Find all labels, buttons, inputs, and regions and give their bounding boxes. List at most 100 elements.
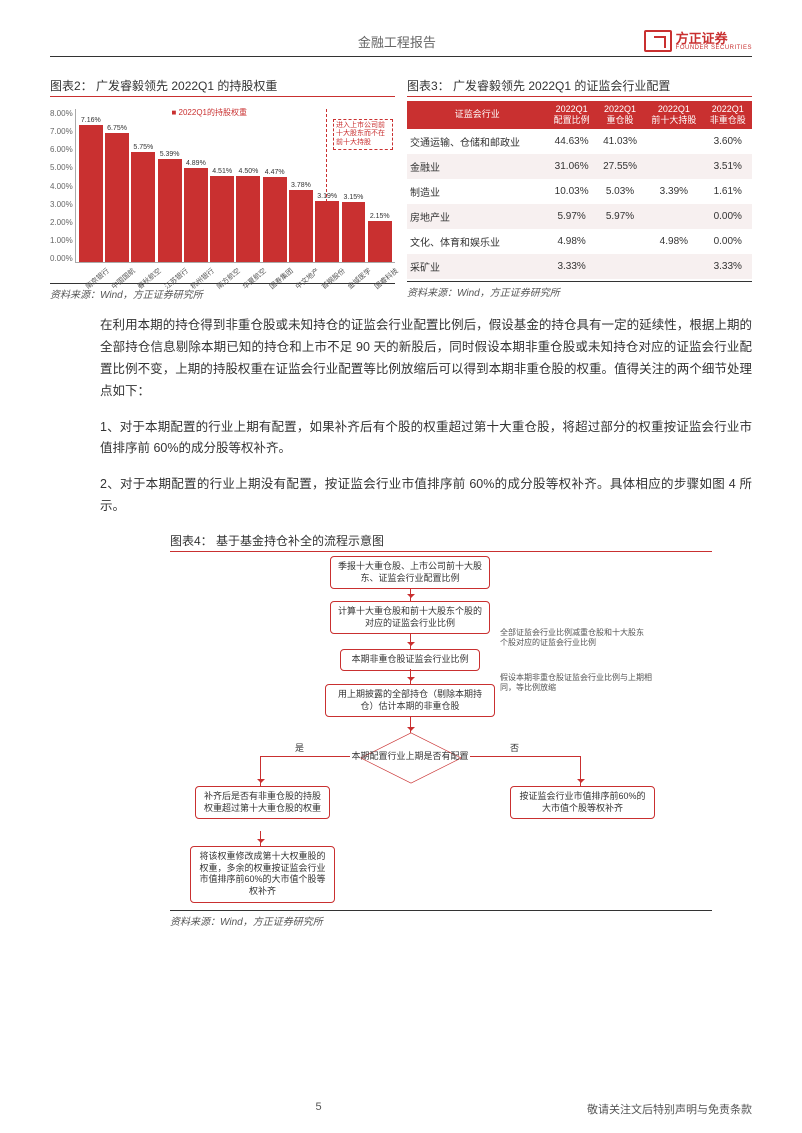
bar <box>368 221 392 262</box>
ytick-label: 3.00% <box>50 200 73 209</box>
table-cell: 3.60% <box>704 129 752 154</box>
fc-arrow <box>410 669 411 684</box>
table-cell: 金融业 <box>407 154 547 179</box>
bar <box>158 159 182 262</box>
logo-cn: 方正证券 <box>676 32 752 45</box>
ytick-label: 8.00% <box>50 109 73 118</box>
table-cell: 0.00% <box>704 229 752 254</box>
fc-arrow <box>260 831 261 846</box>
table-cell: 5.03% <box>596 179 644 204</box>
ytick-label: 4.00% <box>50 182 73 191</box>
bar <box>131 152 155 262</box>
fc-box-r: 按证监会行业市值排序前60%的大市值个股等权补齐 <box>510 786 655 819</box>
bar-group: 3.19%首钢股份 <box>315 109 339 262</box>
table-row: 文化、体育和娱乐业4.98%4.98%0.00% <box>407 229 752 254</box>
fc-box-3: 本期非重仓股证监会行业比例 <box>340 649 480 671</box>
bar-group: 6.75%中国国航 <box>105 109 129 262</box>
bar-group: 4.50%华夏航空 <box>236 109 260 262</box>
fc-box-l1: 补齐后是否有非重仓股的持股权重超过第十大重仓股的权重 <box>195 786 330 819</box>
table-row: 房地产业5.97%5.97%0.00% <box>407 204 752 229</box>
table-cell <box>596 229 644 254</box>
bar-value: 3.15% <box>344 194 364 201</box>
fc-no-label: 否 <box>510 741 519 754</box>
fig3-table: 证监会行业2022Q1配置比例2022Q1重仓股2022Q1前十大持股2022Q… <box>407 101 752 279</box>
bar <box>315 201 339 262</box>
table-header: 2022Q1配置比例 <box>547 101 595 129</box>
table-cell: 41.03% <box>596 129 644 154</box>
bar-value: 5.39% <box>160 151 180 158</box>
ytick-label: 2.00% <box>50 218 73 227</box>
table-cell <box>644 204 703 229</box>
bar-group: 2.15%国睿科技 <box>368 109 392 262</box>
bar-value: 4.50% <box>238 168 258 175</box>
fc-arrow <box>260 756 261 786</box>
table-cell: 3.39% <box>644 179 703 204</box>
table-cell: 3.51% <box>704 154 752 179</box>
bar <box>236 176 260 262</box>
table-row: 交通运输、仓储和邮政业44.63%41.03%3.60% <box>407 129 752 154</box>
bar-value: 7.16% <box>81 117 101 124</box>
table-cell: 房地产业 <box>407 204 547 229</box>
table-cell <box>644 254 703 279</box>
bar-group: 4.47%国寿集团 <box>263 109 287 262</box>
figure-2: 图表2： 广发睿毅领先 2022Q1 的持股权重 8.00% 7.00% 6.00%… <box>50 77 395 301</box>
table-cell: 44.63% <box>547 129 595 154</box>
figure-4: 图表4： 基于基金持仓补全的流程示意图 季报十大重仓股、上市公司前十大股东、证监… <box>50 532 752 928</box>
table-row: 金融业31.06%27.55%3.51% <box>407 154 752 179</box>
bar-group: 3.78%中文地产 <box>289 109 313 262</box>
page-footer: 5 敬请关注文后特别声明与免责条款 <box>50 1101 752 1117</box>
fc-box-l2: 将该权重修改成第十大权重股的权重，多余的权重按证监会行业市值排序前60%的大市值… <box>190 846 335 903</box>
fig4-title: 图表4： 基于基金持仓补全的流程示意图 <box>170 532 712 552</box>
ytick-label: 7.00% <box>50 127 73 136</box>
table-row: 采矿业3.33%3.33% <box>407 254 752 279</box>
bar <box>210 176 234 262</box>
disclaimer: 敬请关注文后特别声明与免责条款 <box>587 1101 752 1117</box>
bar-group: 3.15%金域医学 <box>342 109 366 262</box>
table-cell: 4.98% <box>644 229 703 254</box>
logo-icon <box>644 30 672 52</box>
bar-value: 3.19% <box>317 193 337 200</box>
page-header: 金融工程报告 方正证券 FOUNDER SECURITIES <box>50 30 752 57</box>
fc-desc-2: 全部证监会行业比例减重仓股和十大股东个股对应的证监会行业比例 <box>500 628 650 647</box>
table-cell: 5.97% <box>596 204 644 229</box>
table-cell: 制造业 <box>407 179 547 204</box>
bar-group: 7.16%南京银行 <box>79 109 103 262</box>
fig4-flowchart: 季报十大重仓股、上市公司前十大股东、证监会行业配置比例 计算十大重仓股和前十大股… <box>50 556 752 906</box>
table-cell: 4.98% <box>547 229 595 254</box>
bar-value: 6.75% <box>107 125 127 132</box>
table-cell <box>596 254 644 279</box>
figure-3: 图表3： 广发睿毅领先 2022Q1 的证监会行业配置 证监会行业2022Q1配… <box>407 77 752 301</box>
fc-arrow <box>580 756 581 786</box>
fc-diamond: 本期配置行业上期是否有配置 <box>340 734 480 779</box>
fc-harrow <box>260 756 350 757</box>
bar <box>184 168 208 262</box>
fig2-chart: 8.00% 7.00% 6.00% 5.00% 4.00% 3.00% 2.00% 1.00%… <box>50 101 395 281</box>
fc-box-4: 用上期披露的全部持仓（剔除本期持仓）估计本期的非重仓股 <box>325 684 495 717</box>
table-cell: 采矿业 <box>407 254 547 279</box>
table-cell: 31.06% <box>547 154 595 179</box>
ytick-label: 0.00% <box>50 254 73 263</box>
bar-value: 5.75% <box>133 144 153 151</box>
ytick-label: 6.00% <box>50 145 73 154</box>
logo-en: FOUNDER SECURITIES <box>676 45 752 51</box>
bar <box>105 133 129 262</box>
ytick-label: 5.00% <box>50 163 73 172</box>
table-cell: 文化、体育和娱乐业 <box>407 229 547 254</box>
bar-value: 4.47% <box>265 169 285 176</box>
table-cell: 3.33% <box>547 254 595 279</box>
body-paragraph-2: 1、对于本期配置的行业上期有配置，如果补齐后有个股的权重超过第十大重仓股，将超过… <box>100 417 752 461</box>
table-cell: 0.00% <box>704 204 752 229</box>
table-cell <box>644 129 703 154</box>
bar <box>79 125 103 262</box>
fig2-title: 图表2： 广发睿毅领先 2022Q1 的持股权重 <box>50 77 395 97</box>
ytick-label: 1.00% <box>50 236 73 245</box>
table-header: 2022Q1非重仓股 <box>704 101 752 129</box>
table-header: 2022Q1重仓股 <box>596 101 644 129</box>
bar-group: 4.89%杭州银行 <box>184 109 208 262</box>
body-paragraph-3: 2、对于本期配置的行业上期没有配置，按证监会行业市值排序前 60%的成分股等权补… <box>100 474 752 518</box>
body-paragraph-1: 在利用本期的持仓得到非重仓股或未知持仓的证监会行业配置比例后，假设基金的持仓具有… <box>100 315 752 403</box>
fig3-title: 图表3： 广发睿毅领先 2022Q1 的证监会行业配置 <box>407 77 752 97</box>
table-cell: 10.03% <box>547 179 595 204</box>
bar-group: 5.39%江苏银行 <box>158 109 182 262</box>
fc-box-2: 计算十大重仓股和前十大股东个股的对应的证监会行业比例 <box>330 601 490 634</box>
